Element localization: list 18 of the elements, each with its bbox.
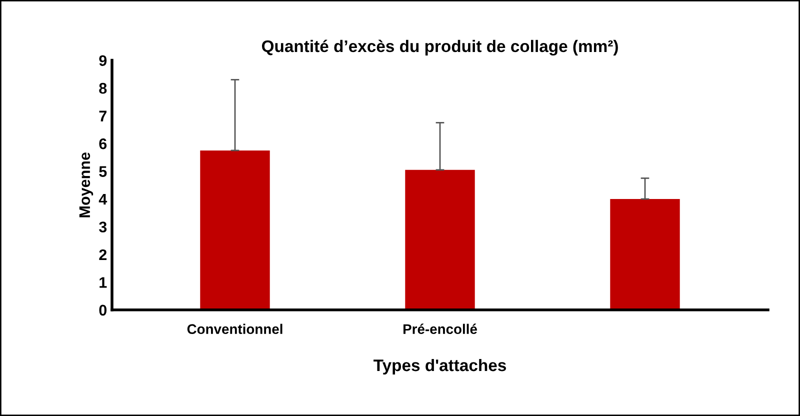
bar: [200, 150, 270, 310]
x-tick-label: Pré-encollé: [403, 324, 477, 334]
x-tick-label: Conventionnel: [187, 324, 282, 334]
chart-title: Quantité d’excès du produit de collage (mm²): [262, 40, 618, 56]
y-tick-label: 1: [100, 277, 107, 288]
y-tick-label: 6: [99, 138, 107, 150]
y-tick-label: 5: [99, 166, 107, 177]
x-axis-title: Types d'attaches: [374, 358, 506, 375]
y-axis-title: Moyenne: [79, 152, 94, 218]
y-tick-label: 7: [99, 110, 106, 122]
bar: [610, 198, 680, 310]
y-tick-label: 4: [98, 194, 108, 205]
bar: [405, 170, 475, 310]
y-tick-label: 8: [99, 82, 107, 94]
y-tick-label: 9: [99, 55, 107, 66]
y-tick-label: 0: [99, 304, 107, 316]
y-tick-label: 2: [99, 249, 107, 260]
y-tick-label: 3: [98, 222, 107, 232]
